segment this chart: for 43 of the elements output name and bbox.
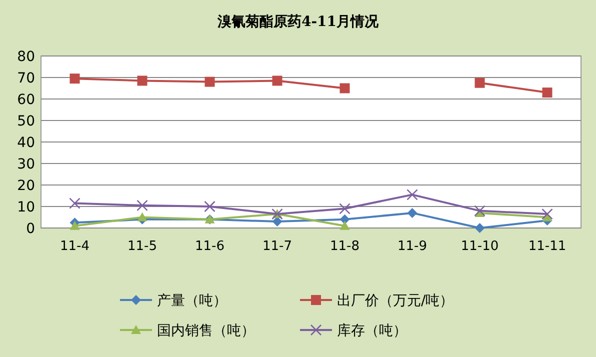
point [70, 220, 80, 230]
legend-label: 国内销售（吨） [157, 322, 255, 339]
point [272, 76, 282, 86]
y-tick-label: 70 [17, 70, 35, 86]
point [204, 200, 216, 212]
x-tick-label: 11-8 [330, 239, 360, 254]
point [340, 83, 350, 94]
legend-label: 出厂价（万元/吨） [337, 292, 454, 309]
x-tick-label: 11-11 [528, 239, 566, 254]
point [474, 223, 485, 233]
point [474, 78, 485, 88]
point [204, 76, 215, 87]
y-tick-label: 10 [17, 199, 35, 216]
x-tick-label: 11-6 [194, 239, 225, 254]
x-tick-label: 11-9 [397, 239, 428, 254]
chart-title: 溴氰菊酯原药4-11月情况 [216, 14, 380, 30]
point [137, 212, 148, 222]
point [69, 198, 80, 209]
point [474, 205, 486, 216]
point [406, 189, 418, 200]
y-tick-label: 80 [17, 48, 35, 65]
legend-label: 产量（吨） [157, 292, 227, 309]
point [542, 208, 553, 220]
point [136, 200, 148, 212]
x-tick-label: 11-4 [60, 239, 90, 254]
point [339, 203, 350, 214]
x-tick-label: 11-7 [262, 239, 292, 254]
y-tick-label: 60 [17, 92, 35, 108]
x-tick-label: 11-5 [127, 239, 158, 254]
y-tick-label: 20 [17, 178, 35, 194]
point [542, 88, 552, 98]
point [407, 208, 418, 218]
y-tick-label: 0 [26, 220, 35, 237]
x-tick-label: 11-10 [460, 239, 499, 254]
y-tick-label: 50 [17, 113, 35, 130]
point [70, 74, 80, 84]
point [340, 214, 350, 224]
y-tick-label: 30 [17, 156, 35, 172]
y-tick-label: 40 [17, 134, 35, 151]
point [340, 220, 350, 230]
point [137, 76, 148, 86]
point [272, 216, 282, 227]
legend-label: 库存（吨） [337, 322, 407, 339]
